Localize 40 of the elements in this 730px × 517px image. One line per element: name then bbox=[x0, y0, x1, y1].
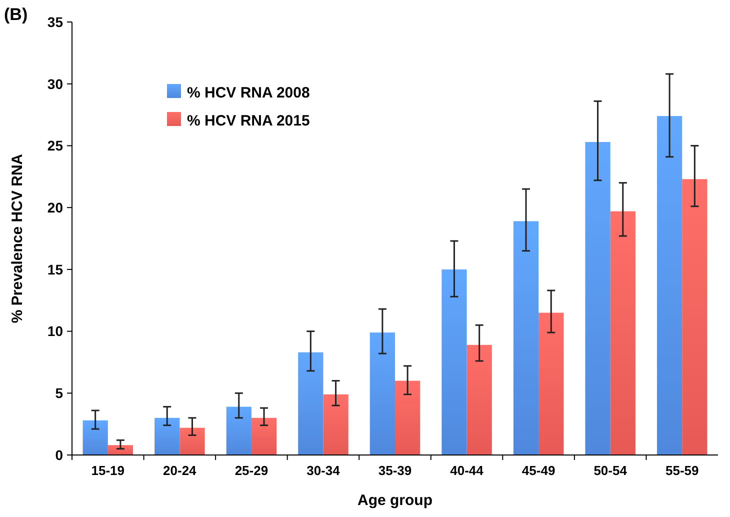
x-tick-label: 35-39 bbox=[378, 463, 412, 478]
y-tick-label: 15 bbox=[47, 261, 64, 278]
x-tick-label: 40-44 bbox=[450, 463, 484, 478]
bar bbox=[538, 312, 564, 455]
chart-title: (B) bbox=[4, 5, 28, 24]
x-tick-label: 55-59 bbox=[665, 463, 699, 478]
y-tick-label: 10 bbox=[47, 323, 64, 340]
y-tick-label: 30 bbox=[47, 76, 64, 92]
y-tick-label: 5 bbox=[55, 385, 64, 402]
bar bbox=[395, 380, 420, 455]
y-tick-label: 20 bbox=[47, 199, 64, 216]
x-tick-label: 20-24 bbox=[163, 463, 198, 478]
bar bbox=[656, 116, 682, 455]
legend-label: % HCV RNA 2015 bbox=[187, 112, 310, 130]
x-tick-label: 45-49 bbox=[522, 463, 556, 478]
bar bbox=[610, 211, 636, 455]
legend-label: % HCV RNA 2008 bbox=[187, 84, 310, 102]
bar bbox=[513, 221, 539, 455]
bar bbox=[682, 179, 708, 455]
bar bbox=[251, 418, 277, 455]
y-tick-label: 35 bbox=[47, 14, 64, 30]
bar bbox=[154, 418, 180, 455]
bar bbox=[108, 445, 134, 455]
bar bbox=[298, 352, 324, 455]
bar bbox=[466, 344, 492, 455]
x-tick-label: 15-19 bbox=[91, 463, 125, 478]
x-axis-title: Age group bbox=[358, 492, 432, 509]
y-tick-label: 0 bbox=[55, 446, 64, 463]
bar bbox=[585, 142, 610, 455]
x-tick-label: 50-54 bbox=[594, 463, 628, 478]
bar bbox=[180, 428, 205, 455]
x-tick-label: 30-34 bbox=[306, 463, 341, 478]
bar bbox=[82, 420, 108, 455]
y-tick-label: 25 bbox=[47, 138, 64, 154]
y-axis-title: % Prevalence HCV RNA bbox=[9, 154, 26, 324]
x-tick-label: 25-29 bbox=[234, 463, 268, 478]
bar bbox=[370, 332, 395, 455]
bar bbox=[226, 406, 252, 455]
bar bbox=[323, 394, 348, 455]
bar bbox=[442, 269, 467, 455]
